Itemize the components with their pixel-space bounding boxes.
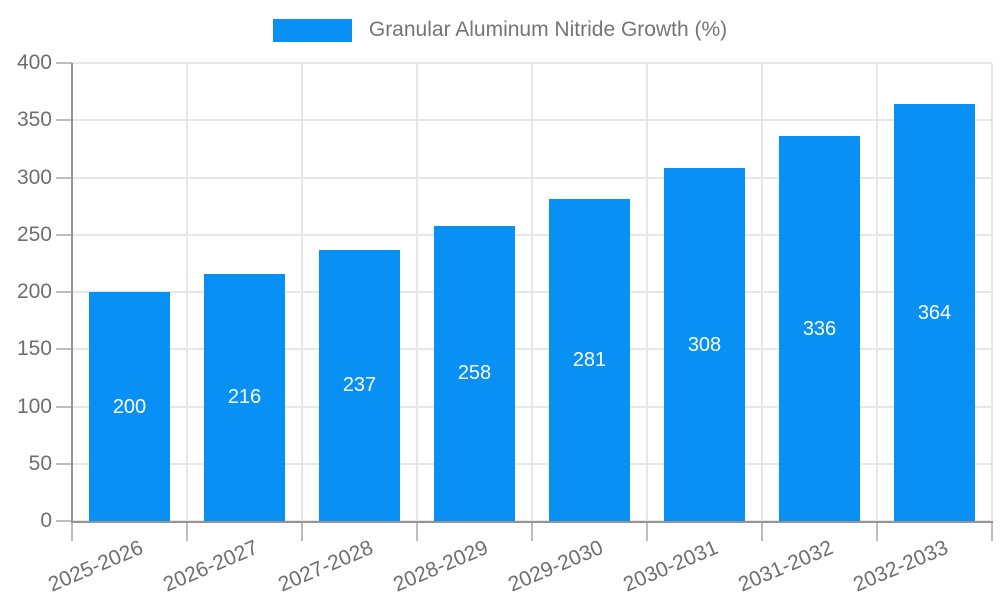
bar bbox=[89, 292, 170, 521]
x-tick-label: 2025-2026 bbox=[45, 536, 147, 597]
x-tick-mark bbox=[416, 521, 418, 541]
y-tick-mark bbox=[56, 462, 72, 465]
y-tick-mark bbox=[56, 405, 72, 408]
x-tick-label: 2030-2031 bbox=[620, 536, 722, 597]
x-gridline bbox=[186, 63, 188, 521]
y-tick-mark bbox=[56, 233, 72, 236]
y-tick-mark bbox=[56, 176, 72, 179]
y-tick-label: 150 bbox=[16, 337, 52, 361]
bar bbox=[204, 273, 285, 521]
bar-value-label: 200 bbox=[112, 395, 147, 418]
x-tick-mark bbox=[991, 521, 993, 541]
x-tick-label: 2029-2030 bbox=[505, 536, 607, 597]
x-gridline bbox=[531, 63, 533, 521]
bar bbox=[319, 249, 400, 521]
x-gridline bbox=[416, 63, 418, 521]
bar-value-label: 258 bbox=[457, 362, 492, 385]
x-tick-label: 2027-2028 bbox=[275, 536, 377, 597]
bar-value-label: 216 bbox=[227, 386, 262, 409]
x-tick-mark bbox=[761, 521, 763, 541]
x-tick-mark bbox=[301, 521, 303, 541]
x-gridline bbox=[876, 63, 878, 521]
y-tick-label: 0 bbox=[40, 509, 52, 532]
y-tick-mark bbox=[56, 520, 72, 522]
y-axis-line bbox=[71, 63, 73, 523]
bar-value-label: 364 bbox=[917, 301, 952, 324]
bar bbox=[779, 136, 860, 521]
y-tick-mark bbox=[56, 119, 72, 122]
x-gridline bbox=[991, 63, 993, 521]
x-tick-mark bbox=[186, 521, 188, 541]
x-axis-line bbox=[71, 521, 993, 523]
y-tick-label: 400 bbox=[16, 51, 52, 74]
y-tick-mark bbox=[56, 62, 72, 64]
y-tick-label: 200 bbox=[16, 280, 52, 303]
bar-value-label: 308 bbox=[687, 333, 722, 356]
y-tick-mark bbox=[56, 291, 72, 293]
y-tick-mark bbox=[56, 348, 72, 351]
y-tick-label: 50 bbox=[28, 451, 52, 475]
legend-label: Granular Aluminum Nitride Growth (%) bbox=[368, 18, 728, 41]
bar-value-label: 336 bbox=[802, 317, 837, 340]
bar bbox=[434, 225, 515, 521]
x-tick-label: 2032-2033 bbox=[850, 536, 952, 597]
x-tick-mark bbox=[646, 521, 648, 541]
x-gridline bbox=[761, 63, 763, 521]
y-tick-label: 250 bbox=[16, 222, 52, 246]
x-tick-mark bbox=[531, 521, 533, 541]
x-tick-label: 2031-2032 bbox=[735, 536, 837, 597]
legend[interactable]: Granular Aluminum Nitride Growth (%) bbox=[0, 18, 1000, 42]
x-tick-label: 2026-2027 bbox=[160, 536, 262, 597]
bar-value-label: 237 bbox=[342, 374, 377, 397]
legend-swatch bbox=[272, 18, 352, 42]
bar bbox=[894, 104, 975, 521]
x-gridline bbox=[646, 63, 648, 521]
bar bbox=[549, 199, 630, 521]
x-tick-label: 2028-2029 bbox=[390, 536, 492, 597]
y-tick-label: 300 bbox=[16, 165, 52, 189]
y-tick-label: 350 bbox=[16, 108, 52, 132]
bar-value-label: 281 bbox=[572, 349, 607, 372]
bar bbox=[664, 168, 745, 521]
x-tick-mark bbox=[876, 521, 878, 541]
x-tick-mark bbox=[71, 521, 73, 541]
x-gridline bbox=[301, 63, 303, 521]
y-tick-label: 100 bbox=[16, 394, 52, 418]
